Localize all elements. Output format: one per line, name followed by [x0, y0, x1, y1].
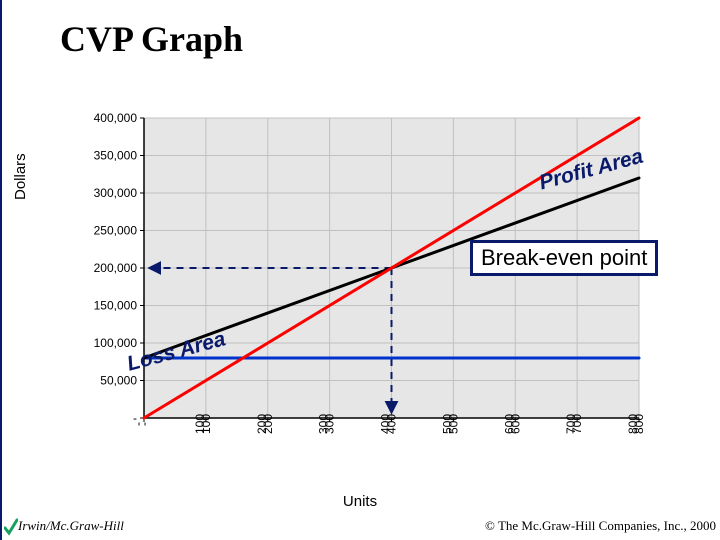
svg-text:400,000: 400,000 — [94, 111, 138, 125]
bullet-icon — [4, 518, 18, 536]
svg-text:100: 100 — [199, 414, 213, 434]
x-axis-label: Units — [0, 493, 720, 510]
svg-text:300,000: 300,000 — [94, 186, 138, 200]
svg-text:100,000: 100,000 — [94, 336, 138, 350]
svg-text:600: 600 — [508, 414, 522, 434]
svg-text:150,000: 150,000 — [94, 299, 138, 313]
y-axis-label: Dollars — [12, 153, 29, 200]
svg-text:400: 400 — [385, 414, 399, 434]
svg-text:200,000: 200,000 — [94, 261, 138, 275]
svg-text:-: - — [137, 422, 151, 426]
left-edge-stripe — [0, 0, 2, 540]
svg-text:500: 500 — [446, 414, 460, 434]
footer-right: © The Mc.Graw-Hill Companies, Inc., 2000 — [485, 518, 716, 534]
svg-text:200: 200 — [261, 414, 275, 434]
svg-text:700: 700 — [570, 414, 584, 434]
svg-text:800: 800 — [632, 414, 646, 434]
svg-text:300: 300 — [323, 414, 337, 434]
break-even-label: Break-even point — [470, 240, 658, 276]
page-title: CVP Graph — [60, 18, 243, 60]
svg-text:250,000: 250,000 — [94, 224, 138, 238]
cvp-chart: -50,000100,000150,000200,000250,000300,0… — [78, 108, 648, 478]
slide: CVP Graph Dollars -50,000100,000150,0002… — [0, 0, 720, 540]
footer-left: Irwin/Mc.Graw-Hill — [18, 518, 124, 534]
svg-text:350,000: 350,000 — [94, 149, 138, 163]
chart-svg: -50,000100,000150,000200,000250,000300,0… — [78, 108, 648, 478]
